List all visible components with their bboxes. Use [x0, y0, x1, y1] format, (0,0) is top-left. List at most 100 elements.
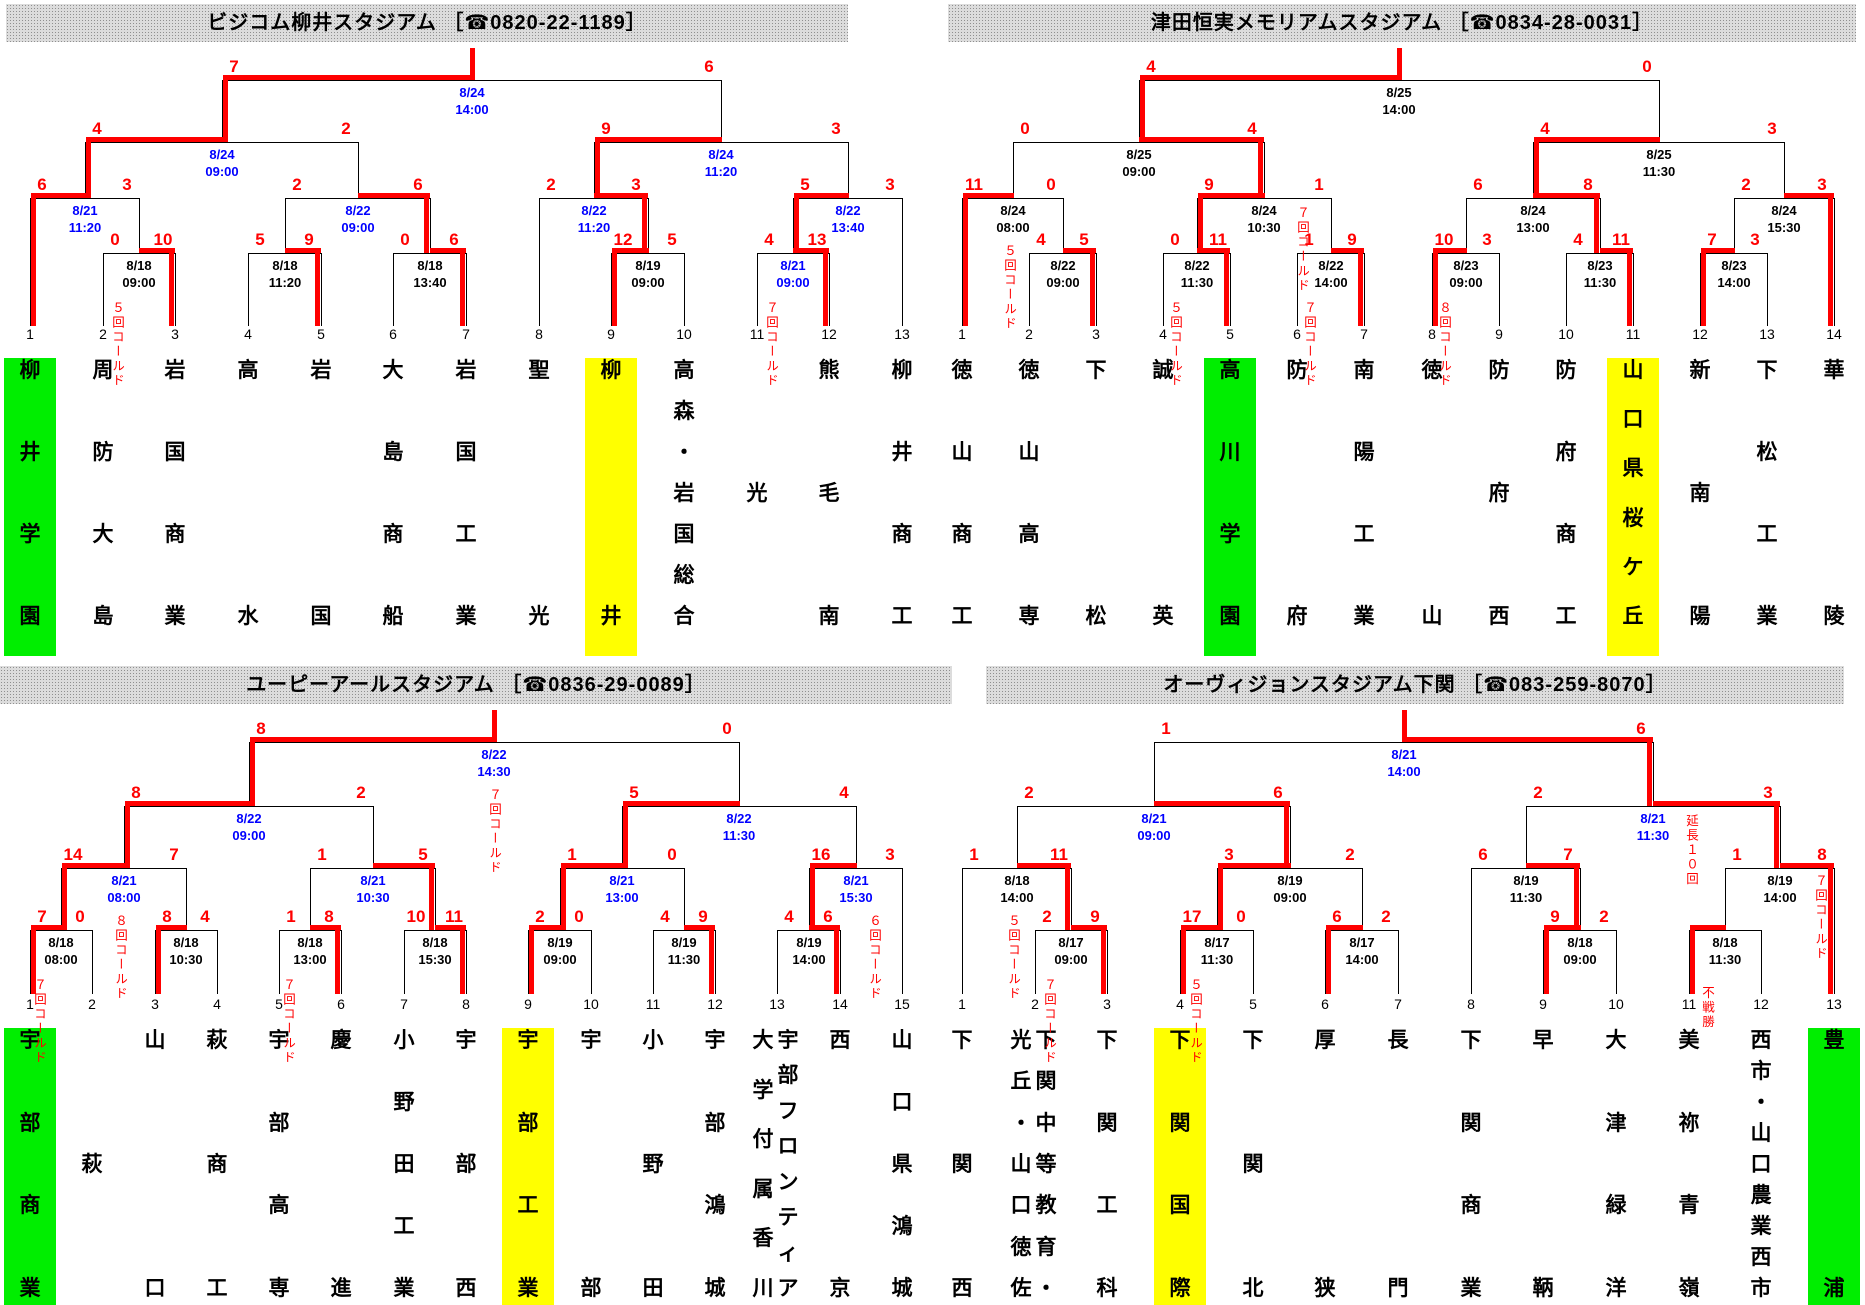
score-left: 6: [1332, 907, 1342, 926]
winner-path-v: [1690, 925, 1695, 994]
game-date: 8/22: [345, 203, 371, 218]
team-name-char: 防: [92, 441, 114, 464]
score-left: 2: [292, 175, 302, 194]
winner-path-h: [1331, 248, 1364, 253]
team-name-char: 高: [268, 1194, 290, 1217]
team-name-char: 下: [1096, 1029, 1118, 1052]
winner-path-v: [460, 925, 465, 994]
seed-number: 7: [1360, 326, 1368, 342]
seed-number: 13: [894, 326, 910, 342]
bracket-line-v: [1217, 868, 1218, 930]
team-name-char: 岩: [673, 482, 695, 505]
bracket-line-v: [611, 253, 612, 326]
score-right: 6: [1273, 783, 1283, 802]
game-time: 14:30: [477, 764, 511, 779]
bracket-line-v: [1725, 868, 1726, 930]
bracket-line-h: [594, 142, 848, 143]
game-date: 8/23: [1721, 258, 1747, 273]
score-right: 5: [418, 845, 428, 864]
bracket-line-h: [757, 253, 829, 254]
winner-path-v: [1774, 801, 1779, 868]
game-date: 8/21: [1391, 747, 1417, 762]
game-datetime: 8/23 09:00: [1426, 257, 1506, 291]
winner-path-v: [1198, 193, 1203, 253]
game-note: ７回コールド: [1042, 978, 1056, 1065]
team-name-char: 県: [1622, 457, 1644, 480]
game-time: 14:00: [1000, 890, 1034, 905]
team-name-char: 園: [19, 605, 41, 628]
score-left: 11: [965, 175, 983, 194]
team-highlight-green: [1808, 1028, 1860, 1305]
seed-number: 9: [1495, 326, 1503, 342]
bracket-line-v: [186, 868, 187, 930]
bracket-line-v: [840, 930, 841, 994]
bracket-line-v: [1163, 253, 1164, 326]
game-date: 8/19: [796, 935, 822, 950]
seed-number: 10: [1608, 996, 1624, 1012]
bracket-line-h: [30, 198, 139, 199]
bracket-line-v: [1700, 253, 1701, 326]
team-name-char: 西: [1750, 1029, 1772, 1052]
team-name-char: 学: [1219, 523, 1241, 546]
winner-path-v: [1594, 193, 1599, 253]
team-name-char: 井: [891, 441, 913, 464]
bracket-line-v: [829, 253, 830, 326]
team-name-char: 西: [951, 1277, 973, 1300]
bracket-line-h: [1533, 142, 1784, 143]
winner-path-h: [1653, 801, 1780, 806]
team-name-char: 教: [1035, 1194, 1057, 1217]
score-right: 6: [704, 57, 714, 76]
team-name-char: 関: [1169, 1112, 1191, 1135]
score-right: 0: [722, 719, 732, 738]
seed-number: 2: [1031, 996, 1039, 1012]
game-time: 15:30: [418, 952, 452, 967]
bracket-line-v: [1096, 253, 1097, 326]
game-datetime: 8/24 09:00: [182, 146, 262, 180]
game-time: 11:30: [1583, 275, 1617, 290]
team-name-char: 業: [1750, 1215, 1772, 1238]
team-name-char: 県: [891, 1153, 913, 1176]
seed-number: 5: [275, 996, 283, 1012]
bracket-line-h: [809, 868, 902, 869]
game-note: ５回コールド: [1188, 978, 1202, 1065]
bracket-line-v: [1767, 253, 1768, 326]
bracket-line-v: [373, 806, 374, 868]
game-date: 8/18: [48, 935, 74, 950]
score-left: 14: [63, 845, 83, 864]
score-right: 3: [1767, 119, 1777, 138]
team-name-char: 学: [752, 1079, 774, 1102]
bracket-line-v: [591, 930, 592, 994]
bracket-line-v: [1734, 198, 1735, 253]
seed-number: 3: [1092, 326, 1100, 342]
team-name-char: 柳: [19, 359, 41, 382]
team-name-char: 商: [891, 523, 913, 546]
seed-number: 10: [583, 996, 599, 1012]
bracket-line-h: [222, 80, 721, 81]
game-datetime: 8/19 09:00: [1250, 872, 1330, 906]
score-left: 12: [613, 230, 633, 249]
team-name-char: 鞆: [1532, 1277, 1554, 1300]
team-name-char: 山: [1622, 359, 1644, 382]
winner-path-h: [1701, 248, 1735, 253]
bracket-line-v: [902, 868, 903, 994]
team-name-char: 華: [1823, 359, 1845, 382]
game-datetime: 8/19 09:00: [608, 257, 688, 291]
game-datetime: 8/25 09:00: [1099, 146, 1179, 180]
bracket-line-v: [30, 198, 31, 326]
winner-path-v: [315, 248, 320, 326]
game-datetime: 8/19 14:00: [769, 934, 849, 968]
bracket-line-v: [103, 253, 104, 326]
bracket-line-v: [684, 868, 685, 930]
game-time: 11:30: [722, 828, 756, 843]
game-datetime: 8/21 11:30: [1613, 810, 1693, 844]
bracket-line-v: [856, 806, 857, 868]
team-name-char: 山: [1421, 605, 1443, 628]
game-time: 09:00: [205, 164, 239, 179]
game-date: 8/19: [1767, 873, 1793, 888]
team-name-char: 国: [455, 441, 477, 464]
winner-path-v: [86, 137, 91, 198]
winner-path-h: [1544, 925, 1581, 930]
team-name-char: 船: [382, 605, 404, 628]
team-name-char: 浦: [1823, 1277, 1845, 1300]
game-time: 13:00: [605, 890, 639, 905]
